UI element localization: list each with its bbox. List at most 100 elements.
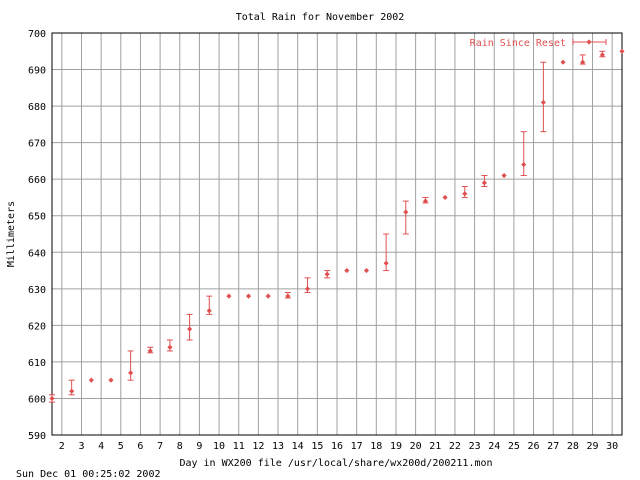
x-tick-label: 24 (488, 441, 500, 452)
x-tick-label: 5 (118, 441, 124, 452)
data-point (579, 54, 586, 65)
y-tick-label: 660 (28, 175, 46, 186)
point-marker (206, 308, 212, 314)
y-tick-label: 690 (28, 66, 46, 77)
point-marker (108, 377, 114, 383)
data-point (265, 293, 271, 299)
data-point (49, 394, 55, 403)
x-axis-ticks: 2 3 4 5 6 7 8 9 10 11 12 13 14 15 16 17 18 19 20 21 22 23 24 25… (59, 441, 618, 452)
point-marker (363, 267, 370, 274)
x-tick-label: 26 (528, 441, 540, 452)
x-tick-label: 15 (311, 441, 323, 452)
x-axis-label: Day in WX200 file /usr/local/share/wx200… (179, 458, 492, 469)
y-tick-label: 650 (28, 212, 46, 223)
y-tick-label: 600 (28, 394, 46, 405)
point-marker (49, 395, 55, 402)
data-point (147, 346, 154, 354)
y-tick-label: 680 (28, 102, 46, 113)
data-point (363, 267, 370, 274)
x-tick-label: 6 (137, 441, 143, 452)
point-marker (599, 52, 605, 58)
y-tick-label: 640 (28, 248, 46, 259)
data-point (226, 293, 232, 299)
point-marker (344, 267, 350, 274)
x-tick-label: 17 (351, 441, 363, 452)
point-marker (442, 194, 448, 201)
point-marker (265, 293, 271, 299)
y-tick-label: 620 (28, 321, 46, 332)
x-tick-label: 12 (252, 441, 264, 452)
point-marker (619, 48, 625, 54)
y-tick-label: 670 (28, 139, 46, 150)
x-tick-label: 18 (370, 441, 382, 452)
data-point (619, 48, 625, 54)
point-marker (187, 326, 193, 332)
data-point (540, 61, 547, 133)
x-tick-label: 21 (429, 441, 441, 452)
x-tick-label: 27 (547, 441, 559, 452)
x-tick-label: 11 (233, 441, 245, 452)
chart-title: Total Rain for November 2002 (236, 12, 405, 23)
x-tick-label: 16 (331, 441, 343, 452)
point-marker (580, 59, 586, 65)
point-marker (521, 161, 527, 168)
point-marker (304, 286, 311, 292)
point-marker (462, 191, 468, 197)
grid-lines (52, 33, 622, 435)
data-point (206, 295, 213, 315)
x-tick-label: 30 (606, 441, 618, 452)
data-marks (49, 48, 625, 403)
data-point (186, 313, 193, 341)
point-marker (167, 344, 173, 350)
data-point (284, 291, 291, 299)
y-tick-label: 610 (28, 358, 46, 369)
point-marker (245, 293, 252, 299)
point-marker (403, 209, 409, 215)
x-tick-label: 8 (177, 441, 183, 452)
x-tick-label: 19 (390, 441, 402, 452)
point-marker (88, 377, 94, 383)
x-tick-label: 9 (196, 441, 202, 452)
data-point (442, 194, 448, 201)
x-tick-label: 22 (449, 441, 461, 452)
point-marker (128, 370, 134, 376)
data-point (127, 350, 134, 381)
point-marker (69, 388, 75, 394)
x-tick-label: 3 (78, 441, 84, 452)
x-tick-label: 14 (292, 441, 304, 452)
y-tick-label: 630 (28, 285, 46, 296)
x-tick-label: 4 (98, 441, 104, 452)
legend-marker (586, 39, 592, 45)
point-marker (226, 293, 232, 299)
data-point (501, 172, 507, 179)
data-point (324, 270, 331, 279)
point-marker (422, 198, 429, 204)
data-point (108, 377, 114, 383)
x-tick-label: 20 (410, 441, 422, 452)
data-point (422, 196, 429, 204)
x-tick-label: 23 (469, 441, 481, 452)
data-point (481, 175, 488, 187)
point-marker (324, 271, 330, 277)
x-tick-label: 25 (508, 441, 520, 452)
data-point (383, 233, 390, 272)
point-marker (383, 260, 389, 266)
data-point (304, 277, 311, 293)
legend: Rain Since Reset (470, 38, 607, 49)
legend-label: Rain Since Reset (470, 38, 566, 49)
x-tick-label: 2 (59, 441, 65, 452)
y-tick-label: 590 (28, 431, 46, 442)
point-marker (540, 99, 546, 106)
y-tick-label: 700 (28, 29, 46, 40)
x-tick-label: 7 (157, 441, 163, 452)
point-marker (501, 172, 507, 179)
data-point (461, 185, 468, 198)
plot-frame (51, 32, 623, 436)
data-point (68, 379, 75, 396)
point-marker (481, 180, 487, 186)
x-tick-label: 29 (586, 441, 598, 452)
x-tick-label: 28 (567, 441, 579, 452)
data-point (88, 377, 94, 383)
footer-timestamp: Sun Dec 01 00:25:02 2002 (16, 469, 161, 480)
